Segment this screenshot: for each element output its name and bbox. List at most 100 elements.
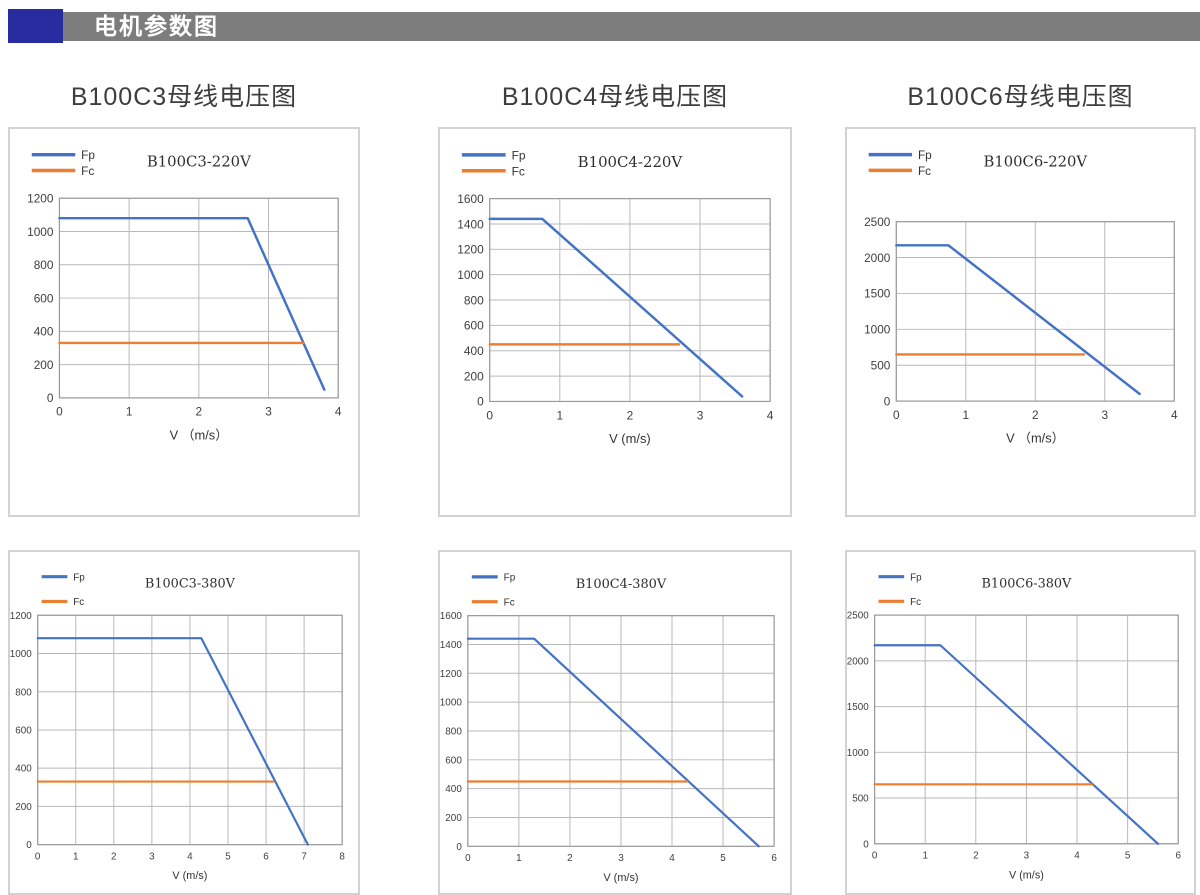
y-tick-label: 200: [464, 369, 484, 383]
x-tick-label: 4: [1171, 408, 1178, 422]
x-tick-label: 5: [1125, 851, 1131, 862]
chart-title: B100C6-220V: [984, 153, 1088, 170]
y-tick-label: 2500: [847, 611, 869, 622]
y-tick-label: 1000: [440, 698, 462, 709]
legend-label-fc: Fc: [73, 597, 84, 608]
x-tick-label: 2: [111, 851, 117, 862]
x-axis-label: V （m/s）: [1006, 430, 1064, 445]
y-tick-label: 600: [445, 755, 462, 766]
chart-panel-b100c6-220v: 0 1 2 3 4 0 500 1000 1500 2000 2500 Fp Fc B100C6-220V…: [845, 127, 1196, 517]
series-line-fp: [36, 637, 309, 846]
legend-label-fp: Fp: [504, 573, 516, 584]
x-tick-label: 4: [1074, 851, 1080, 862]
x-axis-label: V （m/s）: [170, 427, 229, 442]
y-tick-label: 400: [445, 784, 462, 795]
y-tick-label: 1600: [457, 192, 484, 206]
series-line-fp: [466, 637, 760, 848]
y-tick-label: 400: [34, 325, 54, 339]
x-tick-label: 3: [1024, 851, 1030, 862]
x-tick-label: 5: [720, 853, 726, 864]
header-bar: [60, 12, 1200, 41]
y-tick-label: 200: [34, 358, 54, 372]
x-tick-label: 5: [225, 851, 231, 862]
chart-svg-b100c6-380v: 0 1 2 3 4 5 6 0 500 1000 1500 2000 2500 Fp Fc B100C6-38…: [847, 572, 1181, 881]
x-tick-label: 1: [962, 408, 969, 422]
chart-panel-b100c3-380v: 0 1 2 3 4 5 6 7 8 0 200 400 600 800 1000 1200 Fp Fc B100C3…: [8, 550, 360, 895]
x-tick-label: 3: [265, 405, 272, 419]
x-tick-label: 3: [697, 408, 704, 422]
chart-panel-b100c3-220v: 0 1 2 3 4 0 200 400 600 800 1000 1200 Fp Fc B100C3-220…: [8, 127, 360, 517]
plot-border: [874, 614, 1179, 845]
y-tick-label: 200: [445, 813, 462, 824]
x-tick-label: 3: [149, 851, 155, 862]
chart-svg-b100c3-220v: 0 1 2 3 4 0 200 400 600 800 1000 1200 Fp Fc B100C3-220…: [27, 148, 342, 442]
x-tick-label: 0: [465, 853, 471, 864]
header-accent-block: [8, 9, 63, 43]
y-tick-label: 800: [15, 687, 32, 698]
x-tick-label: 6: [263, 851, 269, 862]
chart-svg-b100c4-380v: 0 1 2 3 4 5 6 0 200 400 600 800 1000 1200 1400 1600 Fp Fc…: [440, 573, 777, 884]
x-tick-label: 2: [1032, 408, 1039, 422]
x-tick-label: 0: [872, 851, 878, 862]
chart-svg-b100c6-220v: 0 1 2 3 4 0 500 1000 1500 2000 2500 Fp Fc B100C6-220V…: [864, 148, 1178, 445]
column-title-b100c6: B100C6母线电压图: [907, 83, 1134, 111]
x-tick-label: 1: [516, 853, 522, 864]
legend-label-fp: Fp: [512, 148, 526, 162]
y-tick-label: 0: [863, 839, 869, 850]
x-tick-label: 0: [893, 408, 900, 422]
chart-panel-b100c4-380v: 0 1 2 3 4 5 6 0 200 400 600 800 1000 1200 1400 1600 Fp Fc…: [438, 550, 792, 895]
y-tick-label: 600: [34, 291, 54, 305]
chart-title: B100C3-220V: [147, 154, 251, 171]
y-tick-label: 800: [445, 727, 462, 738]
series-line-fp: [58, 216, 326, 391]
y-tick-label: 500: [871, 358, 891, 372]
legend-label-fc: Fc: [504, 597, 515, 608]
y-tick-label: 1000: [10, 649, 32, 660]
y-tick-label: 0: [456, 842, 462, 853]
x-tick-label: 4: [767, 408, 774, 422]
chart-svg-b100c4-220v: 0 1 2 3 4 0 200 400 600 800 1000 1200 1400 1600 Fp Fc B1…: [457, 148, 774, 446]
y-tick-label: 1400: [440, 640, 462, 651]
section-header: 电机参数图: [0, 0, 1200, 50]
x-tick-label: 0: [486, 408, 493, 422]
x-tick-label: 3: [618, 853, 624, 864]
y-tick-label: 1500: [847, 702, 869, 713]
plot-border: [489, 198, 771, 403]
legend-label-fp: Fp: [918, 148, 932, 162]
y-tick-label: 0: [26, 840, 32, 851]
y-tick-label: 1200: [457, 243, 484, 257]
chart-panel-b100c4-220v: 0 1 2 3 4 0 200 400 600 800 1000 1200 1400 1600 Fp Fc B1…: [438, 127, 792, 517]
legend-label-fc: Fc: [81, 164, 94, 178]
x-tick-label: 8: [339, 851, 345, 862]
y-tick-label: 1000: [457, 268, 484, 282]
y-tick-label: 600: [15, 726, 32, 737]
chart-title: B100C3-380V: [145, 577, 236, 592]
chart-panel-b100c6-380v: 0 1 2 3 4 5 6 0 500 1000 1500 2000 2500 Fp Fc B100C6-38…: [845, 550, 1196, 895]
y-tick-label: 400: [464, 344, 484, 358]
x-axis-label: V (m/s): [172, 870, 207, 882]
x-tick-label: 3: [1101, 408, 1108, 422]
x-tick-label: 2: [973, 851, 978, 862]
x-tick-label: 6: [1175, 851, 1181, 862]
y-tick-label: 1600: [440, 611, 462, 622]
y-tick-label: 400: [15, 764, 32, 775]
x-tick-label: 4: [335, 405, 342, 419]
x-tick-label: 1: [556, 408, 563, 422]
x-tick-label: 7: [301, 851, 307, 862]
x-tick-label: 0: [56, 405, 63, 419]
series-line-fp: [895, 244, 1141, 396]
plot-border: [37, 614, 343, 846]
legend-label-fc: Fc: [910, 597, 921, 608]
plot-border: [895, 221, 1175, 402]
series-line-fp: [873, 644, 1160, 845]
plot-border: [58, 197, 339, 399]
y-tick-label: 600: [464, 319, 484, 333]
legend-label-fp: Fp: [73, 572, 85, 583]
x-tick-label: 2: [567, 853, 573, 864]
y-tick-label: 1200: [440, 669, 462, 680]
y-tick-label: 2000: [847, 656, 869, 667]
y-tick-label: 1400: [457, 217, 484, 231]
y-tick-label: 0: [47, 391, 54, 405]
y-tick-label: 1000: [27, 225, 54, 239]
y-tick-label: 1200: [10, 611, 32, 622]
